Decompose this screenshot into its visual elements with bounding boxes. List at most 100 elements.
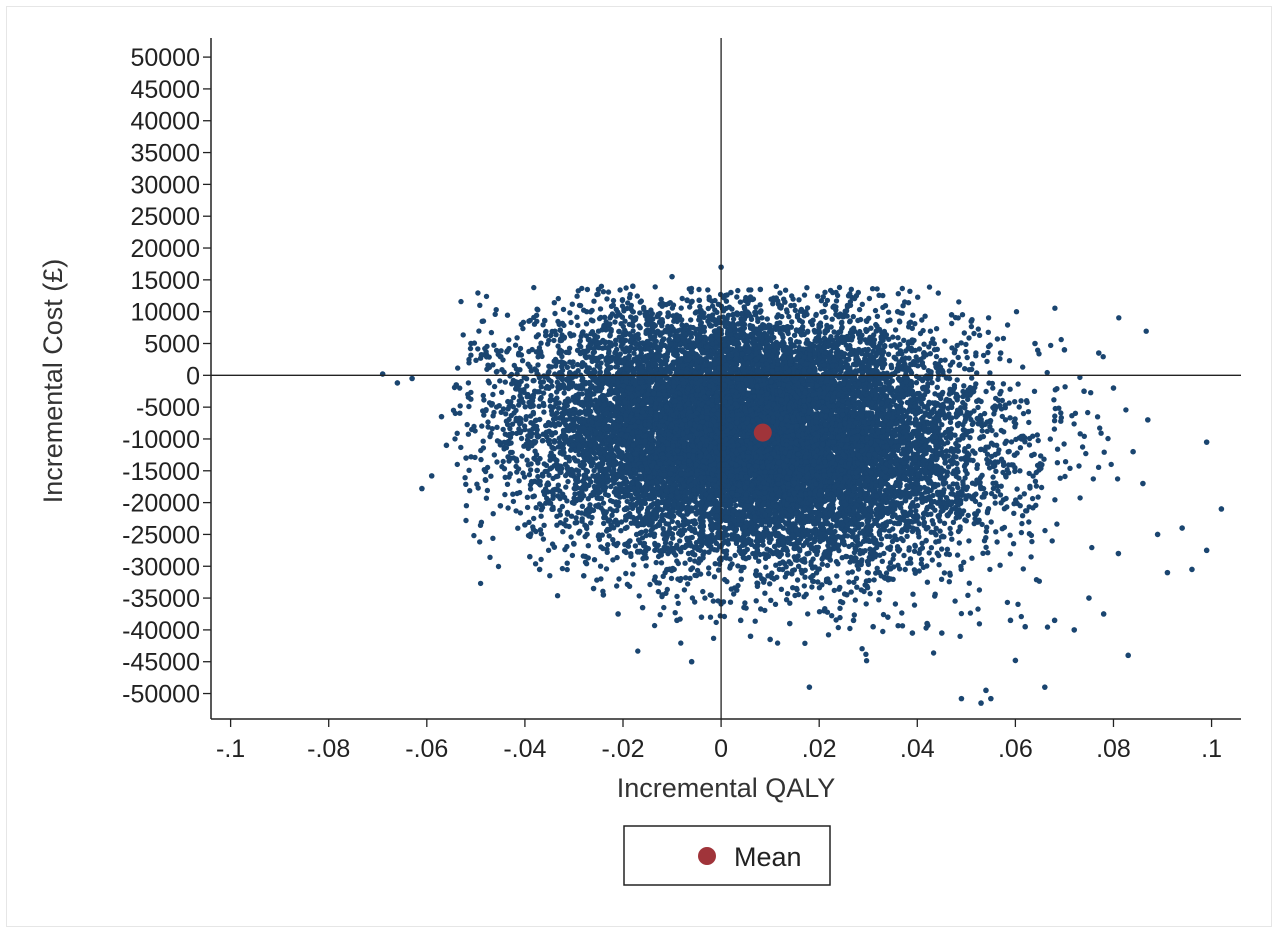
data-point bbox=[464, 421, 470, 428]
data-point bbox=[580, 553, 586, 559]
data-point bbox=[985, 329, 991, 335]
data-point bbox=[979, 494, 985, 500]
data-point bbox=[475, 346, 481, 352]
data-point bbox=[535, 362, 541, 368]
data-point bbox=[467, 488, 473, 494]
data-point bbox=[756, 558, 762, 564]
data-point bbox=[1008, 439, 1015, 445]
data-point bbox=[528, 461, 534, 467]
data-point bbox=[624, 581, 631, 587]
data-point bbox=[902, 566, 908, 573]
data-point bbox=[947, 362, 954, 368]
data-point bbox=[527, 467, 534, 473]
data-point bbox=[564, 566, 570, 573]
data-point bbox=[506, 337, 512, 343]
data-point bbox=[907, 556, 914, 562]
data-point bbox=[939, 546, 945, 552]
data-point bbox=[500, 458, 506, 465]
data-point bbox=[1077, 374, 1083, 381]
data-point bbox=[1076, 463, 1082, 469]
data-point bbox=[517, 345, 524, 352]
data-point bbox=[764, 316, 770, 322]
data-point bbox=[950, 519, 957, 525]
data-point bbox=[825, 632, 832, 638]
data-point bbox=[489, 426, 495, 432]
data-point bbox=[816, 609, 823, 615]
data-point bbox=[891, 552, 897, 558]
data-point bbox=[620, 336, 626, 343]
data-point bbox=[519, 358, 526, 364]
data-point bbox=[831, 329, 837, 335]
data-point bbox=[976, 621, 983, 627]
data-point bbox=[550, 492, 556, 499]
data-point bbox=[1143, 328, 1149, 334]
data-point bbox=[815, 293, 821, 299]
data-point bbox=[471, 532, 477, 539]
data-point bbox=[1067, 465, 1073, 471]
data-point bbox=[874, 313, 881, 319]
data-point bbox=[727, 599, 734, 605]
data-point bbox=[859, 301, 865, 307]
data-point bbox=[852, 597, 858, 603]
data-point bbox=[577, 338, 583, 344]
data-point bbox=[958, 610, 965, 617]
data-point bbox=[921, 341, 927, 347]
data-point bbox=[1062, 384, 1068, 390]
data-point bbox=[762, 607, 768, 614]
data-point bbox=[557, 507, 563, 513]
data-point bbox=[836, 284, 843, 291]
data-point bbox=[890, 556, 896, 562]
data-point bbox=[916, 346, 923, 352]
data-point bbox=[774, 640, 781, 646]
data-point bbox=[668, 575, 675, 582]
data-point bbox=[616, 576, 622, 582]
data-point bbox=[551, 337, 557, 344]
data-point bbox=[687, 556, 693, 563]
data-point bbox=[541, 409, 547, 415]
data-point bbox=[497, 378, 503, 384]
data-point bbox=[910, 591, 916, 597]
data-point bbox=[819, 561, 825, 567]
data-point bbox=[588, 520, 594, 526]
data-point bbox=[959, 312, 966, 318]
data-point bbox=[1004, 599, 1011, 606]
data-point bbox=[967, 610, 974, 616]
data-point bbox=[970, 457, 976, 464]
data-point bbox=[1017, 494, 1023, 500]
data-point bbox=[560, 529, 566, 535]
data-point bbox=[915, 294, 921, 300]
data-point bbox=[941, 520, 948, 526]
data-point bbox=[677, 538, 683, 544]
data-point bbox=[947, 570, 953, 576]
data-point bbox=[876, 597, 882, 603]
data-point bbox=[1007, 415, 1013, 421]
data-point bbox=[925, 368, 932, 374]
data-point bbox=[465, 431, 472, 437]
data-point bbox=[631, 562, 637, 568]
data-point bbox=[480, 438, 486, 444]
data-point bbox=[1062, 459, 1069, 465]
data-point bbox=[502, 491, 508, 498]
data-point bbox=[995, 488, 1001, 494]
data-point bbox=[1028, 532, 1035, 539]
data-point bbox=[652, 284, 658, 290]
data-point bbox=[463, 481, 469, 487]
data-point bbox=[561, 390, 567, 396]
data-point bbox=[829, 316, 835, 322]
data-point bbox=[827, 287, 834, 294]
data-point bbox=[993, 432, 999, 438]
data-point bbox=[869, 286, 876, 292]
data-point bbox=[820, 294, 826, 300]
data-point bbox=[614, 507, 620, 514]
data-point bbox=[983, 388, 989, 395]
data-point bbox=[742, 600, 748, 606]
data-point bbox=[490, 511, 496, 517]
data-point bbox=[879, 558, 885, 564]
data-point bbox=[962, 467, 969, 474]
data-point bbox=[653, 559, 659, 566]
data-point bbox=[730, 316, 737, 322]
data-point bbox=[463, 517, 469, 524]
data-point bbox=[487, 554, 493, 560]
data-point bbox=[998, 427, 1004, 434]
